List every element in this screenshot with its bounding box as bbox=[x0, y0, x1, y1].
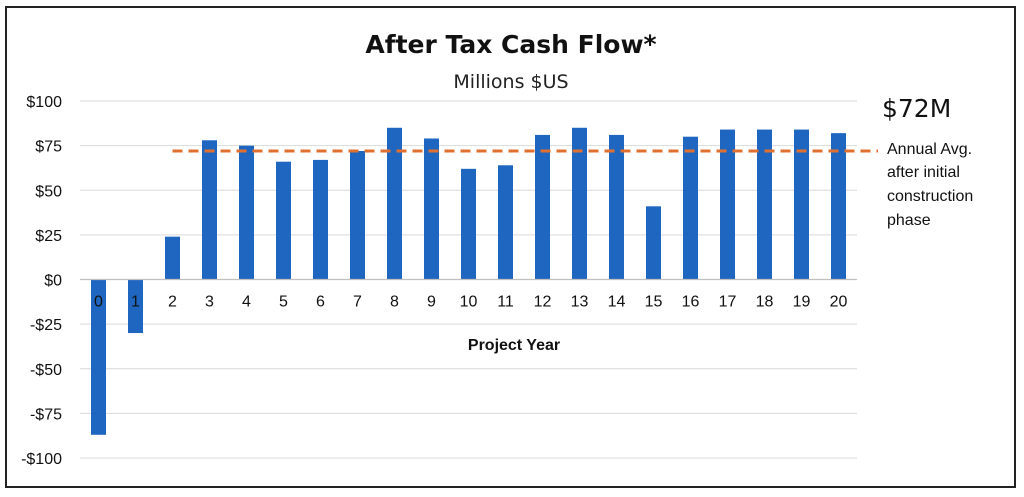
bar bbox=[794, 129, 809, 280]
bar bbox=[239, 145, 254, 280]
average-note-line-1: Annual Avg. bbox=[887, 141, 972, 158]
x-tick-label: 14 bbox=[608, 294, 626, 311]
x-tick-label: 9 bbox=[427, 294, 436, 311]
average-note-line-3: construction bbox=[887, 188, 973, 205]
x-tick-label: 15 bbox=[645, 294, 663, 311]
bar bbox=[498, 165, 513, 280]
x-tick-label: 16 bbox=[682, 294, 700, 311]
average-note-line-2: after initial bbox=[887, 164, 960, 181]
x-tick-label: 7 bbox=[353, 294, 362, 311]
y-tick-label: $100 bbox=[26, 94, 62, 111]
bar bbox=[720, 129, 735, 280]
bar bbox=[165, 236, 180, 280]
x-tick-label: 12 bbox=[534, 294, 552, 311]
x-tick-label: 18 bbox=[756, 294, 774, 311]
y-tick-label: -$100 bbox=[21, 451, 62, 468]
average-note-line-4: phase bbox=[887, 212, 931, 229]
bars bbox=[91, 127, 846, 435]
y-tick-label: $75 bbox=[35, 139, 62, 156]
y-tick-label: -$50 bbox=[30, 362, 62, 379]
y-tick-label: -$25 bbox=[30, 317, 62, 334]
y-tick-label: $50 bbox=[35, 183, 62, 200]
bar bbox=[313, 159, 328, 280]
x-tick-label: 1 bbox=[131, 294, 140, 311]
bar bbox=[831, 133, 846, 280]
bar bbox=[276, 161, 291, 280]
bar bbox=[535, 134, 550, 280]
x-tick-label: 20 bbox=[830, 294, 848, 311]
bar bbox=[91, 279, 106, 435]
x-tick-label: 13 bbox=[571, 294, 589, 311]
x-axis-label: Project Year bbox=[468, 337, 560, 354]
y-tick-label: -$75 bbox=[30, 406, 62, 423]
bar bbox=[646, 206, 661, 280]
x-tick-label: 6 bbox=[316, 294, 325, 311]
chart-subtitle: Millions $US bbox=[453, 71, 568, 93]
bar bbox=[572, 127, 587, 280]
x-tick-label: 17 bbox=[719, 294, 737, 311]
bar bbox=[683, 136, 698, 280]
x-tick-labels: 0 1 2 3 4 5 6 7 8 9 10 11 12 13 14 15 16 17 18 19 20 bbox=[94, 294, 847, 311]
y-tick-labels: $100 $75 $50 $25 $0 -$25 -$50 -$75 -$100 bbox=[21, 94, 62, 468]
x-tick-label: 10 bbox=[460, 294, 478, 311]
bar bbox=[424, 138, 439, 280]
x-tick-label: 19 bbox=[793, 294, 811, 311]
bar bbox=[128, 279, 143, 334]
x-tick-label: 4 bbox=[242, 294, 251, 311]
x-tick-label: 2 bbox=[168, 294, 177, 311]
bar bbox=[461, 168, 476, 280]
bar bbox=[609, 134, 624, 280]
average-value-label: $72M bbox=[882, 94, 951, 123]
bar bbox=[387, 127, 402, 280]
x-tick-label: 3 bbox=[205, 294, 214, 311]
bar bbox=[350, 150, 365, 280]
bar bbox=[202, 140, 217, 280]
y-tick-label: $0 bbox=[44, 273, 62, 290]
bar bbox=[757, 129, 772, 280]
y-tick-label: $25 bbox=[35, 228, 62, 245]
x-tick-label: 11 bbox=[497, 294, 514, 311]
x-tick-label: 8 bbox=[390, 294, 399, 311]
x-tick-label: 5 bbox=[279, 294, 288, 311]
chart-title: After Tax Cash Flow* bbox=[365, 30, 656, 59]
x-tick-label: 0 bbox=[94, 294, 103, 311]
